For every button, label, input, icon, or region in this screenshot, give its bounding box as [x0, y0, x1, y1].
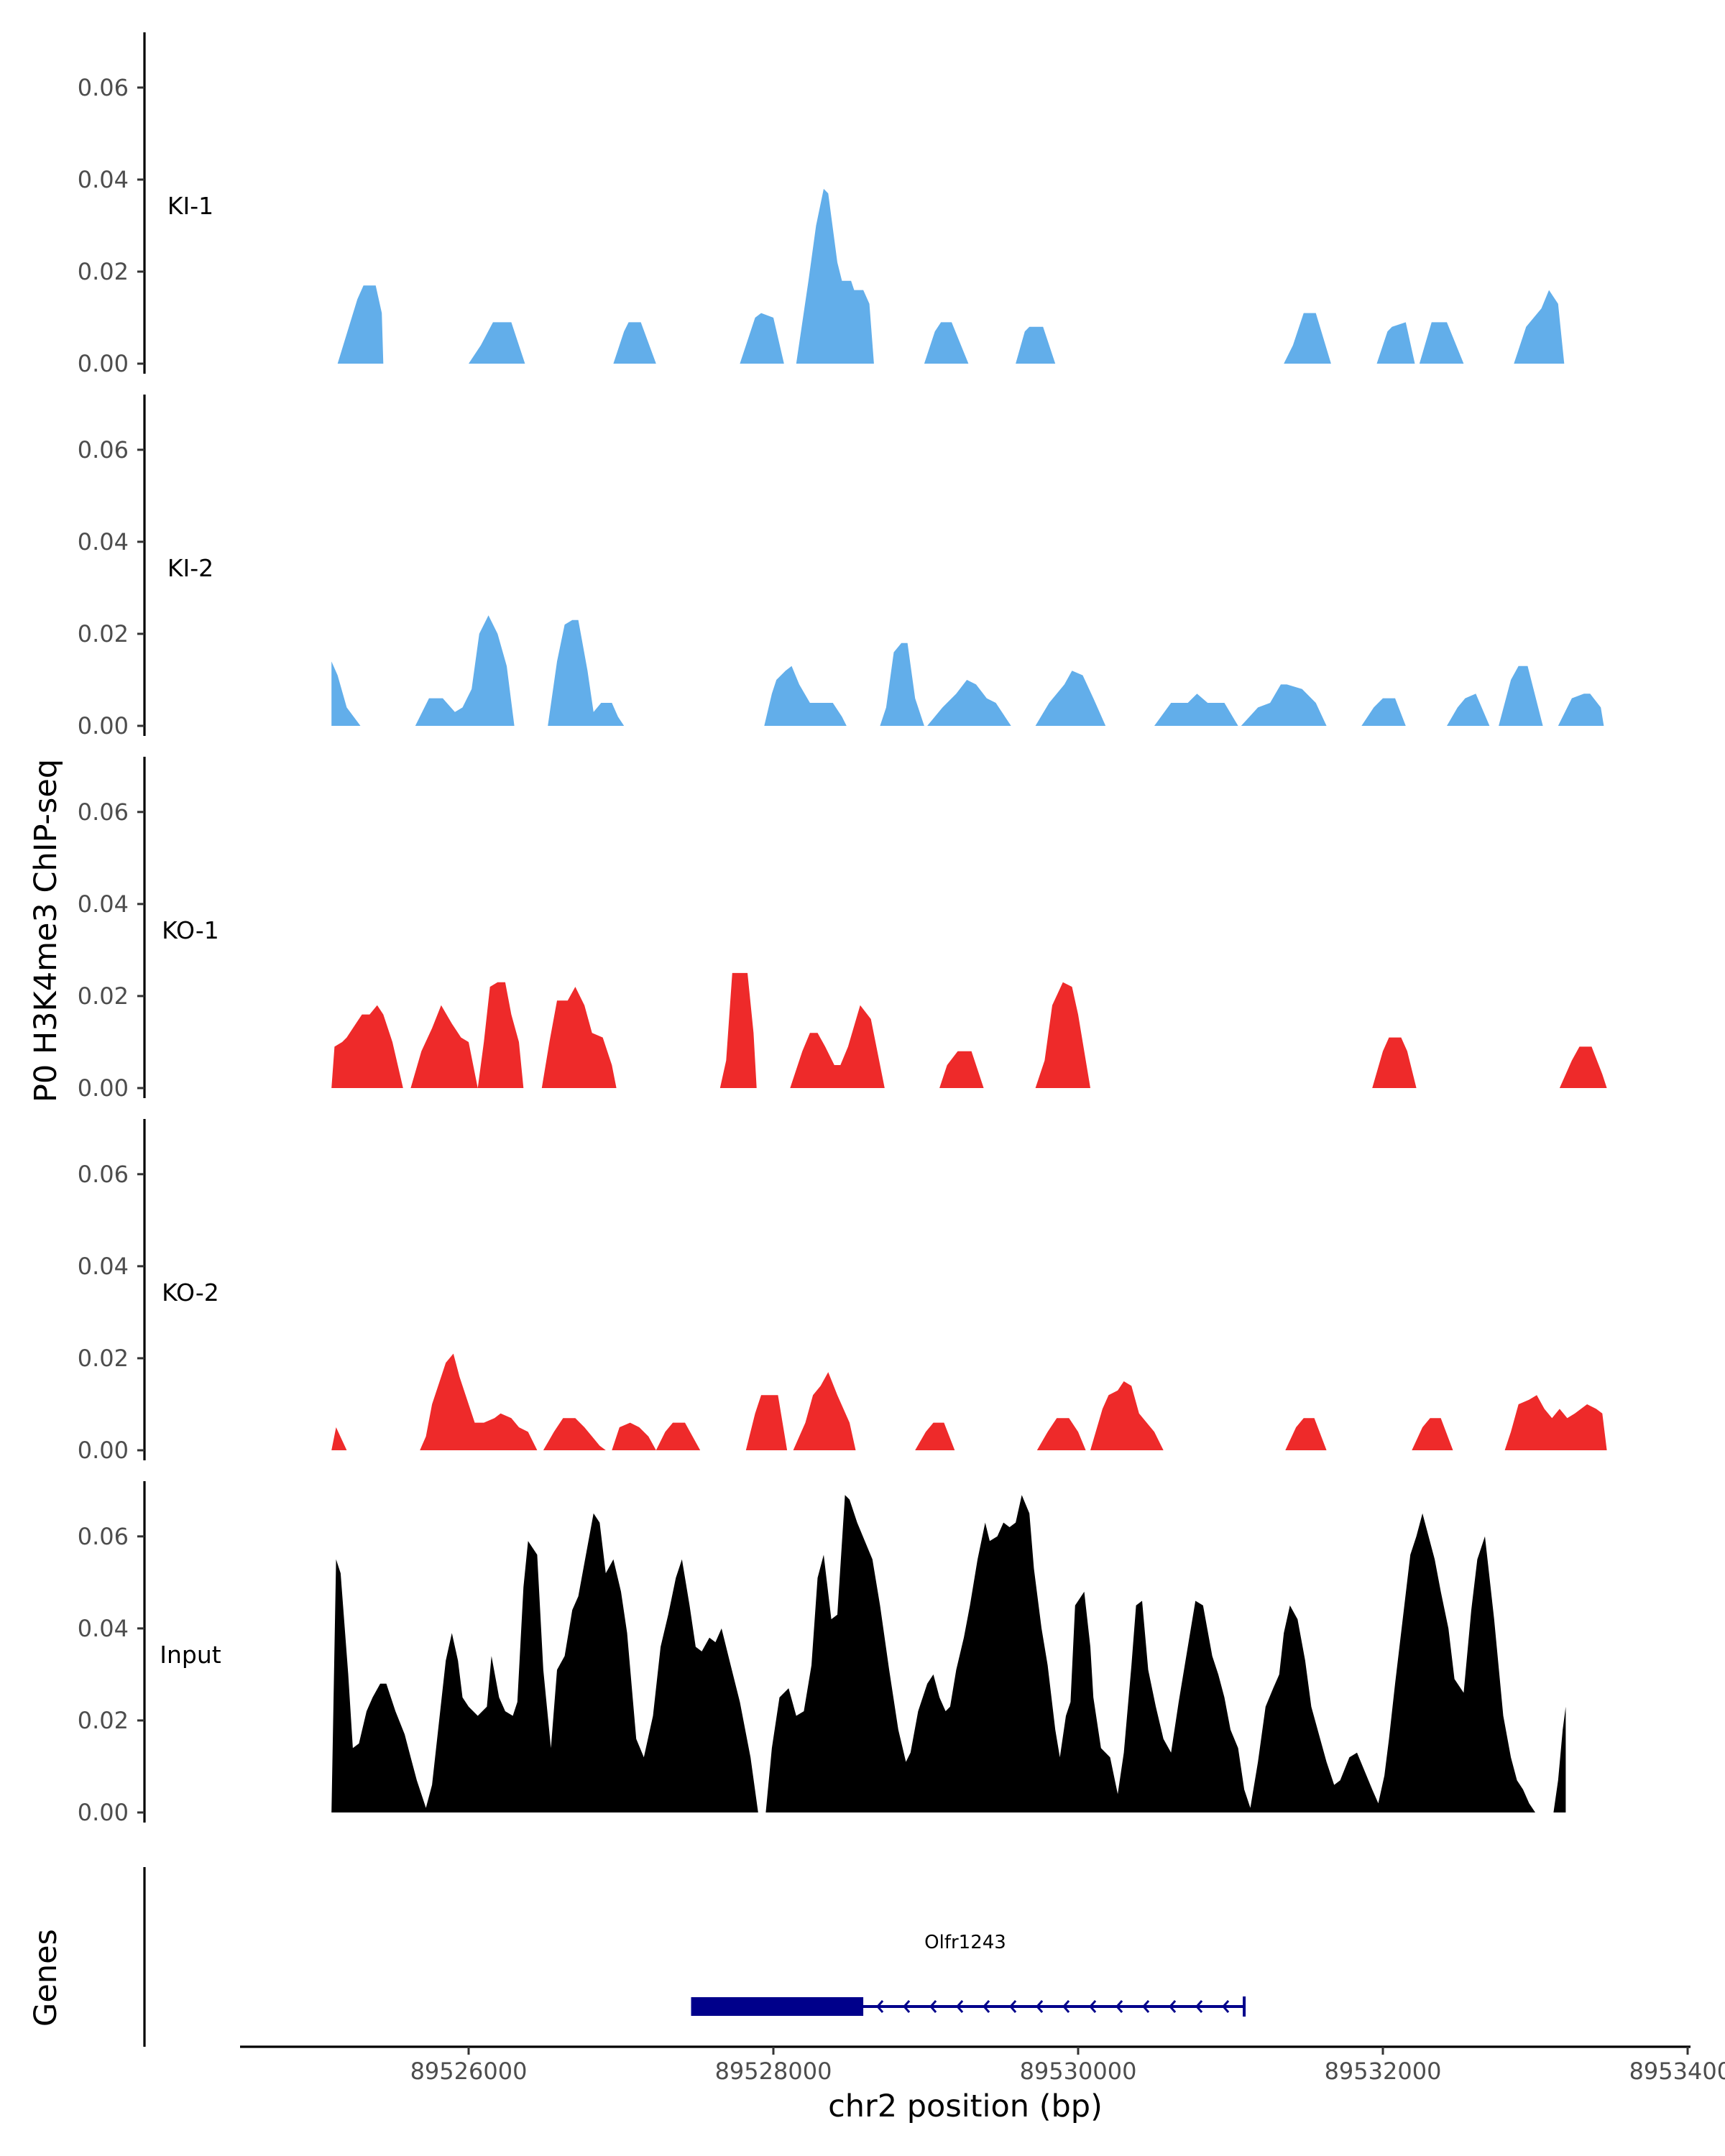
strand-arrow [1062, 2000, 1070, 2013]
y-tick-label: 0.02 [78, 1345, 129, 1372]
strand-arrow [1089, 2000, 1097, 2013]
track-ko-2: 0.00 0.02 0.04 0.06 KO-2 [78, 1119, 1607, 1464]
track-label: KO-2 [162, 1279, 219, 1307]
x-tick-label: 89530000 [1020, 2058, 1137, 2085]
y-tick-label: 0.04 [78, 890, 129, 918]
y-tick-label: 0.00 [78, 712, 129, 740]
gene-name-label: Olfr1243 [924, 1932, 1006, 1953]
signal-area [331, 972, 1607, 1088]
genes-axis-title: Genes [28, 1929, 64, 2027]
signal-area [337, 188, 1565, 364]
signal-area [331, 1495, 1566, 1812]
strand-arrow [956, 2000, 964, 2013]
y-tick-label: 0.02 [78, 258, 129, 285]
strand-arrow [876, 2000, 884, 2013]
y-tick-label: 0.06 [78, 1161, 129, 1188]
strand-arrow [1036, 2000, 1044, 2013]
tracks-layer: 0.00 0.02 0.04 0.06 KI-1 0.00 0.02 0.04 0.06 KI-2… [78, 32, 1607, 1826]
y-tick-label: 0.04 [78, 1253, 129, 1280]
x-tick-label: 89526000 [410, 2058, 528, 2085]
y-tick-label: 0.00 [78, 1799, 129, 1826]
strand-arrow [903, 2000, 911, 2013]
y-tick-label: 0.06 [78, 798, 129, 826]
gene-exon-block [691, 1997, 864, 2016]
strand-arrow [1116, 2000, 1123, 2013]
track-label: KO-1 [162, 916, 219, 944]
y-tick-label: 0.00 [78, 350, 129, 377]
x-tick-label: 89532000 [1325, 2058, 1442, 2085]
x-axis: 89526000 89528000 89530000 89532000 89534000 [240, 2045, 1725, 2085]
x-tick-label: 89534000 [1629, 2058, 1725, 2085]
y-tick-label: 0.02 [78, 1707, 129, 1734]
strand-arrow [1222, 2000, 1230, 2013]
track-label: KI-1 [167, 192, 213, 220]
y-tick-label: 0.04 [78, 1615, 129, 1642]
strand-arrow [1195, 2000, 1203, 2013]
strand-arrow [1169, 2000, 1177, 2013]
y-tick-label: 0.04 [78, 166, 129, 193]
x-axis-title: chr2 position (bp) [828, 2088, 1103, 2124]
y-tick-label: 0.02 [78, 982, 129, 1010]
y-tick-label: 0.06 [78, 436, 129, 464]
signal-area [331, 1353, 1607, 1450]
track-ki-1: 0.00 0.02 0.04 0.06 KI-1 [78, 32, 1565, 377]
strand-arrow [929, 2000, 937, 2013]
strand-arrow [1142, 2000, 1150, 2013]
y-axis-title: P0 H3K4me3 ChIP-seq [28, 759, 64, 1102]
signal-area [331, 615, 1604, 726]
y-tick-label: 0.06 [78, 1523, 129, 1550]
x-tick-label: 89528000 [715, 2058, 832, 2085]
y-tick-label: 0.06 [78, 74, 129, 101]
track-ko-1: 0.00 0.02 0.04 0.06 KO-1 [78, 757, 1607, 1102]
strand-arrow [983, 2000, 990, 2013]
y-tick-label: 0.00 [78, 1437, 129, 1464]
y-tick-label: 0.00 [78, 1074, 129, 1102]
strand-arrow [1009, 2000, 1017, 2013]
track-label: Input [160, 1641, 221, 1669]
track-input: 0.00 0.02 0.04 0.06 Input [78, 1481, 1566, 1826]
track-label: KI-2 [167, 554, 213, 582]
gene-panel: Olfr1243 [143, 1867, 1246, 2047]
track-ki-2: 0.00 0.02 0.04 0.06 KI-2 [78, 395, 1604, 740]
y-tick-label: 0.02 [78, 620, 129, 648]
y-tick-label: 0.04 [78, 528, 129, 556]
